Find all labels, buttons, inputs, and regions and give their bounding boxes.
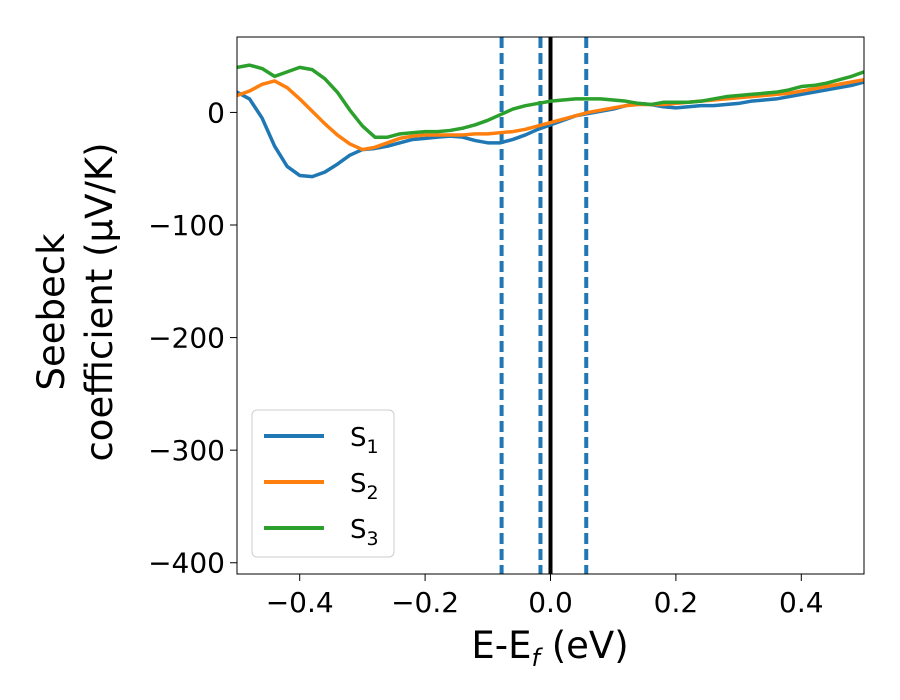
x-tick-label: 0.2 [654, 586, 699, 619]
legend-label-s3: S3 [350, 515, 379, 550]
y-axis-title-line1: Seebeck [30, 233, 73, 391]
x-axis-title-space [540, 624, 552, 667]
y-tick-label: −300 [148, 434, 225, 467]
legend: S1 S2 S3 [251, 409, 395, 558]
legend-label-s1: S1 [350, 423, 379, 458]
legend-label-s2: S2 [350, 469, 379, 504]
x-axis-title: E-Ef (eV) [471, 624, 628, 672]
x-tick-label: −0.2 [391, 586, 459, 619]
series-line-s3 [237, 63, 864, 139]
y-tick-label: 0 [207, 96, 225, 129]
x-axis-title-main: E-E [471, 624, 531, 667]
y-tick-label: −100 [148, 209, 225, 242]
x-tick-label: −0.4 [266, 586, 334, 619]
x-tick-label: 0.0 [528, 586, 573, 619]
x-tick-label: 0.4 [779, 586, 824, 619]
x-axis: −0.4 −0.2 0.0 0.2 0.4 [266, 574, 824, 619]
series-line-s2 [237, 78, 864, 152]
y-axis-title-line2: coefficient (μV/K) [78, 142, 121, 461]
x-axis-title-unit: (eV) [552, 624, 629, 667]
y-tick-label: −200 [148, 322, 225, 355]
y-axis: 0 −100 −200 −300 −400 [148, 96, 237, 580]
legend-entries: S1 S2 S3 [264, 423, 379, 550]
series-layer [237, 63, 864, 179]
y-tick-label: −400 [148, 547, 225, 580]
series-line-s1 [237, 80, 864, 179]
